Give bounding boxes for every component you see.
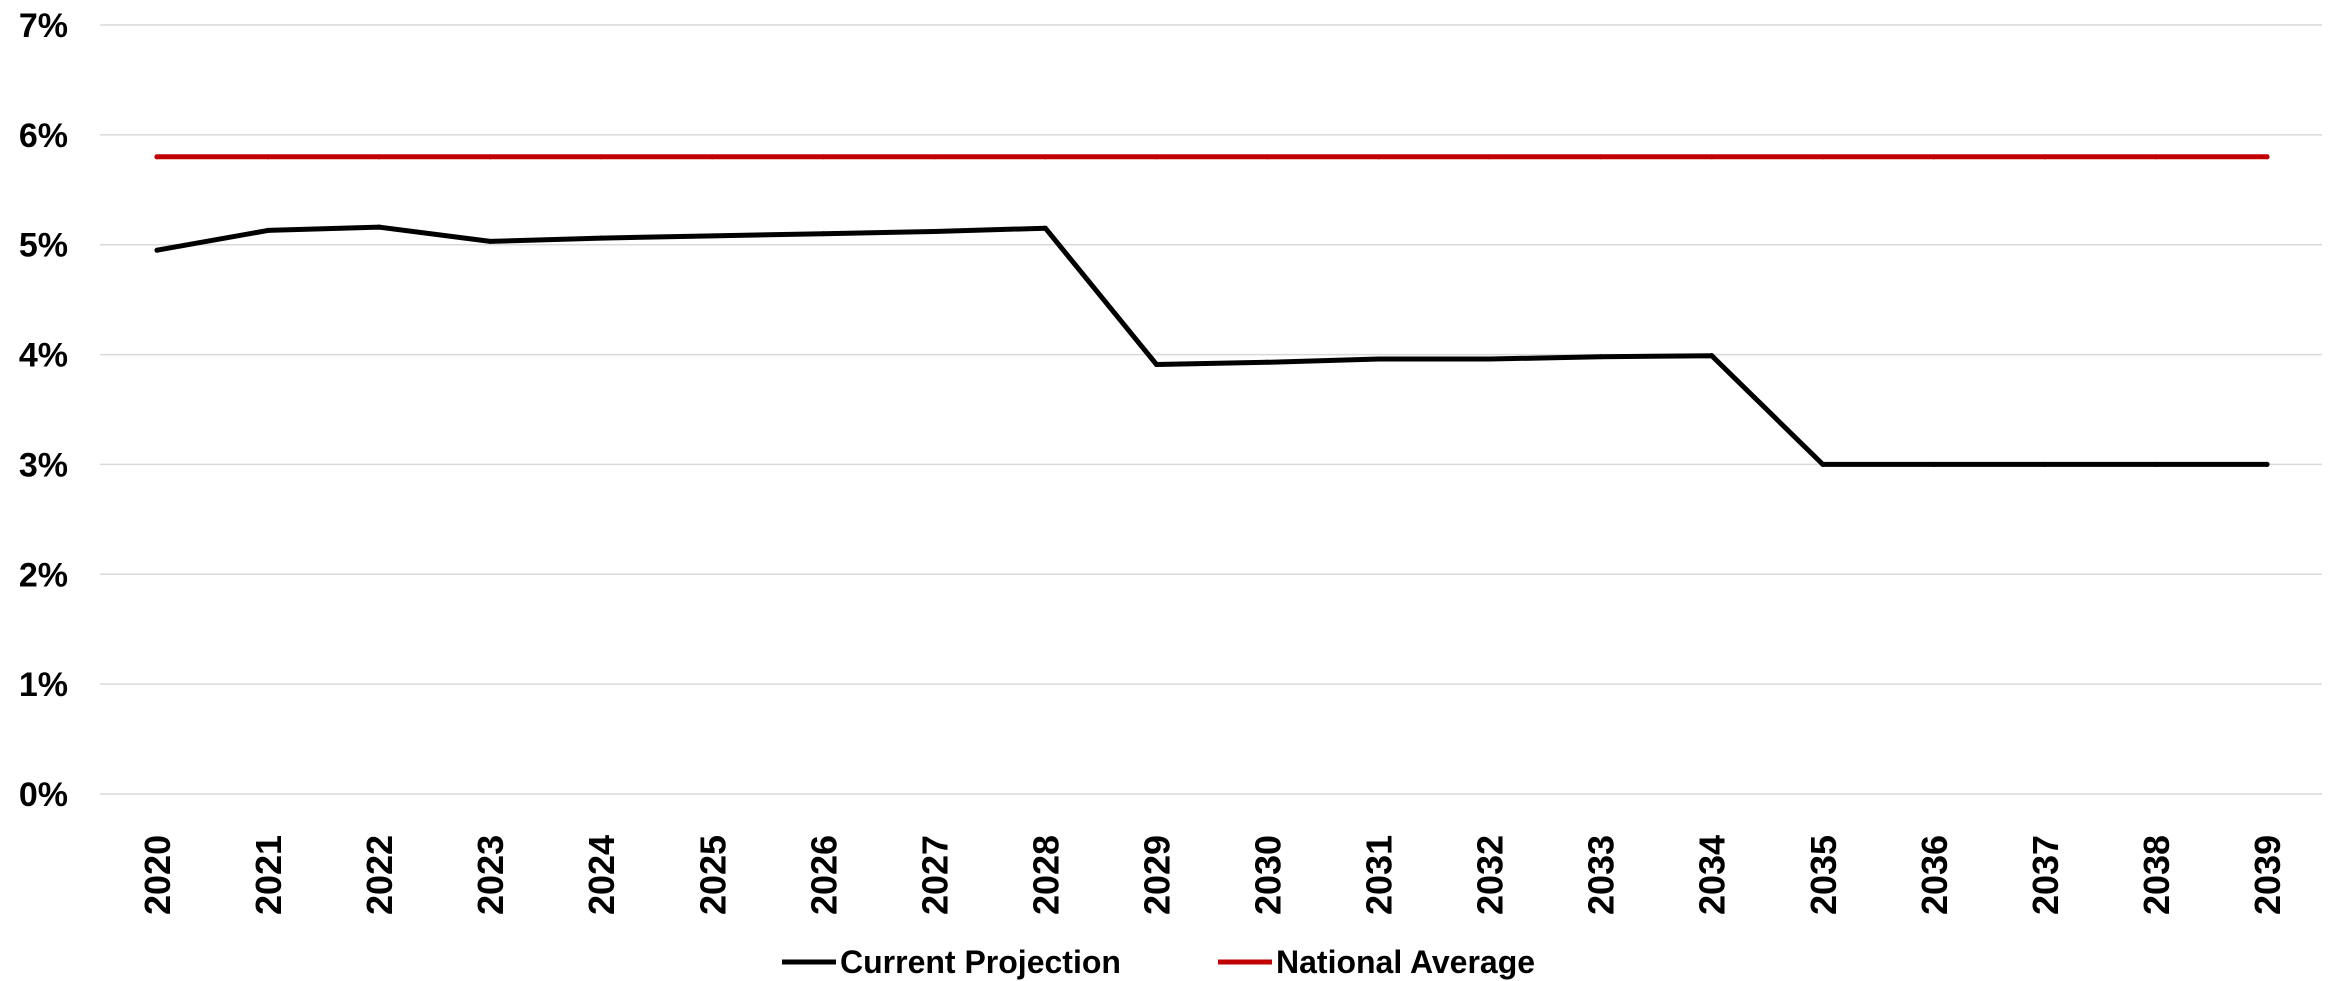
y-tick-label: 5% [19, 227, 68, 265]
data-point [154, 247, 160, 253]
y-tick-label: 4% [19, 337, 68, 375]
x-tick-label: 2027 [914, 835, 955, 915]
legend: Current Projection National Average [782, 944, 1535, 980]
data-point [2153, 154, 2159, 160]
data-point [2042, 461, 2048, 467]
data-point [2264, 461, 2270, 467]
data-point [1376, 356, 1382, 362]
y-tick-label: 2% [19, 556, 68, 594]
x-tick-label: 2035 [1803, 835, 1844, 915]
y-tick-label: 7% [19, 7, 68, 45]
x-tick-label: 2022 [359, 835, 400, 915]
x-tick-label: 2030 [1248, 835, 1289, 915]
data-point [709, 233, 715, 239]
x-tick-label: 2023 [470, 835, 511, 915]
series-line-0 [154, 224, 2270, 467]
x-tick-label: 2037 [2025, 835, 2066, 915]
y-tick-label: 3% [19, 446, 68, 484]
data-point [1376, 154, 1382, 160]
x-tick-label: 2038 [2136, 835, 2177, 915]
x-tick-label: 2025 [692, 835, 733, 915]
data-point [2264, 154, 2270, 160]
data-point [2153, 461, 2159, 467]
data-point [376, 154, 382, 160]
data-point [1598, 154, 1604, 160]
data-point [1820, 154, 1826, 160]
y-tick-label: 0% [19, 776, 68, 814]
data-point [1487, 356, 1493, 362]
data-point [2042, 154, 2048, 160]
legend-label: National Average [1276, 944, 1535, 980]
x-tick-label: 2024 [581, 835, 622, 915]
data-point [265, 154, 271, 160]
data-point [931, 229, 937, 235]
x-tick-label: 2026 [803, 835, 844, 915]
data-point [1042, 154, 1048, 160]
data-point [1265, 359, 1271, 365]
y-axis: 0% 1% 2% 3% 4% 5% 6% 7% [19, 7, 68, 814]
data-point [487, 238, 493, 244]
x-tick-label: 2034 [1692, 835, 1733, 915]
x-tick-label: 2031 [1359, 835, 1400, 915]
data-point [376, 224, 382, 230]
x-tick-label: 2021 [248, 835, 289, 915]
data-point [1709, 154, 1715, 160]
data-point [1265, 154, 1271, 160]
x-tick-label: 2036 [1914, 835, 1955, 915]
data-point [1487, 154, 1493, 160]
data-point [598, 154, 604, 160]
data-point [1042, 225, 1048, 231]
data-point [598, 235, 604, 241]
x-tick-label: 2032 [1470, 835, 1511, 915]
data-point [1598, 354, 1604, 360]
data-point [1820, 461, 1826, 467]
data-point [820, 154, 826, 160]
data-point [1153, 361, 1159, 367]
data-point [1931, 461, 1937, 467]
data-point [154, 154, 160, 160]
y-tick-label: 1% [19, 666, 68, 704]
data-point [265, 227, 271, 233]
data-point [931, 154, 937, 160]
x-tick-label: 2029 [1136, 835, 1177, 915]
x-tick-label: 2033 [1581, 835, 1622, 915]
legend-label: Current Projection [840, 944, 1121, 980]
series-lines [154, 154, 2270, 467]
data-point [709, 154, 715, 160]
data-point [1709, 353, 1715, 359]
data-point [1153, 154, 1159, 160]
y-tick-label: 6% [19, 117, 68, 155]
data-point [487, 154, 493, 160]
data-point [820, 231, 826, 237]
x-tick-label: 2028 [1025, 835, 1066, 915]
x-tick-label: 2020 [137, 835, 178, 915]
x-tick-label: 2039 [2247, 835, 2288, 915]
data-point [1931, 154, 1937, 160]
gridlines [100, 24, 2322, 795]
x-axis: 2020 2021 2022 2023 2024 2025 2026 2027 2028 2029… [137, 835, 2288, 915]
